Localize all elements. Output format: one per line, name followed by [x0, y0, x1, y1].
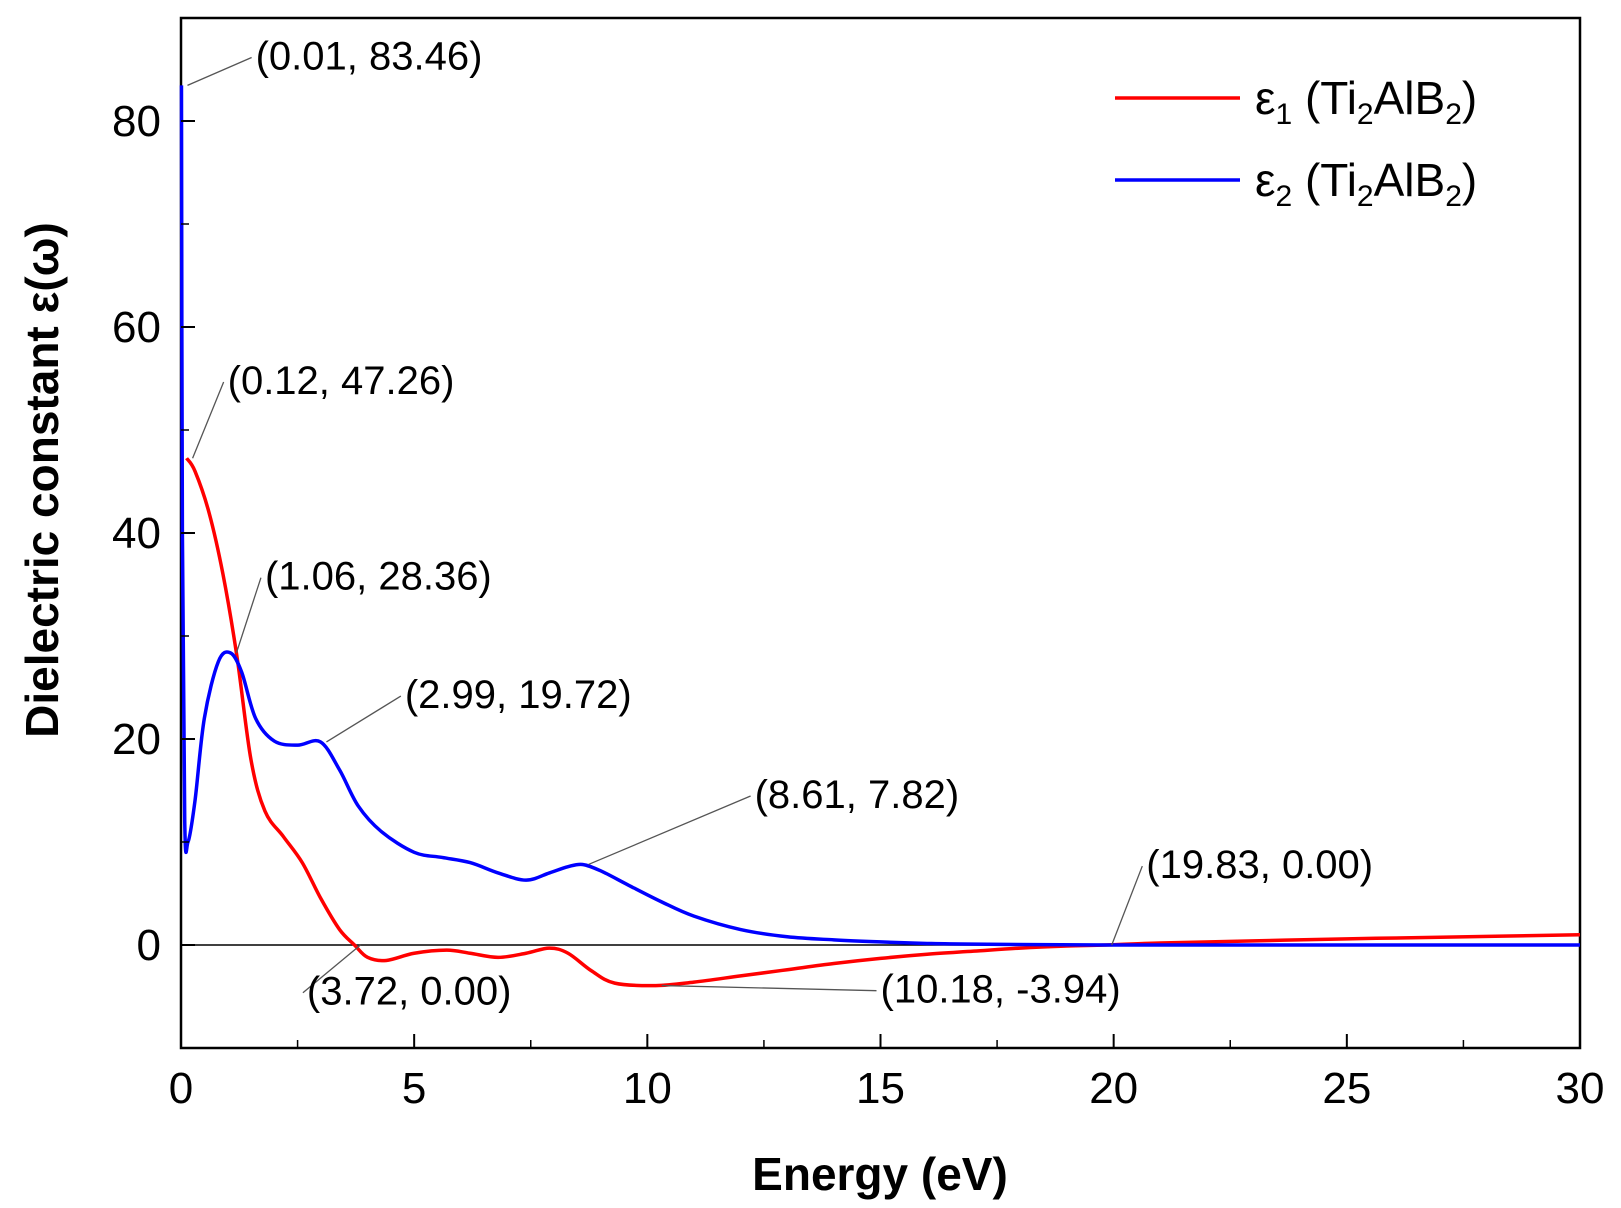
- x-tick-label: 20: [1089, 1064, 1138, 1113]
- annotation-label: (0.01, 83.46): [256, 35, 483, 79]
- plot-frame: [179, 16, 1582, 1050]
- annotation-leader: [588, 795, 751, 866]
- annotation-leader: [326, 695, 402, 743]
- annotation-label: (3.72, 0.00): [307, 970, 512, 1014]
- y-tick-label: 60: [112, 303, 161, 352]
- annotation-label: (8.61, 7.82): [755, 773, 960, 817]
- annotation-leader: [661, 984, 877, 992]
- annotation-label: (0.12, 47.26): [228, 359, 455, 403]
- annotation-label: (2.99, 19.72): [405, 673, 632, 717]
- y-tick-label: 20: [112, 715, 161, 764]
- y-tick-label: 80: [112, 97, 161, 146]
- x-tick-label: 25: [1322, 1064, 1371, 1113]
- annotation-leader: [1111, 865, 1143, 946]
- x-tick-label: 0: [169, 1064, 193, 1113]
- x-tick-label: 10: [623, 1064, 672, 1113]
- y-tick-label: 40: [112, 509, 161, 558]
- legend-label-eps2: ε2 (Ti2AlB2): [1255, 154, 1477, 213]
- x-tick-label: 5: [402, 1064, 426, 1113]
- x-tick-label: 30: [1556, 1064, 1605, 1113]
- y-axis-title: Dielectric constant ε(ω): [16, 222, 68, 738]
- series-line-eps1: [185, 457, 1581, 988]
- x-axis-title: Energy (eV): [752, 1148, 1008, 1200]
- annotation-leader: [191, 381, 225, 459]
- annotation-leader: [235, 577, 262, 654]
- annotation-label: (1.06, 28.36): [265, 555, 492, 599]
- annotation-label: (19.83, 0.00): [1146, 843, 1373, 887]
- annotation-leader: [187, 56, 252, 86]
- legend-label-eps1: ε1 (Ti2AlB2): [1255, 72, 1477, 131]
- annotation-label: (10.18, -3.94): [881, 968, 1121, 1012]
- series-line-eps2: [179, 85, 1580, 947]
- annotation-leader: [302, 944, 361, 994]
- y-tick-label: 0: [137, 921, 161, 970]
- x-tick-label: 15: [856, 1064, 905, 1113]
